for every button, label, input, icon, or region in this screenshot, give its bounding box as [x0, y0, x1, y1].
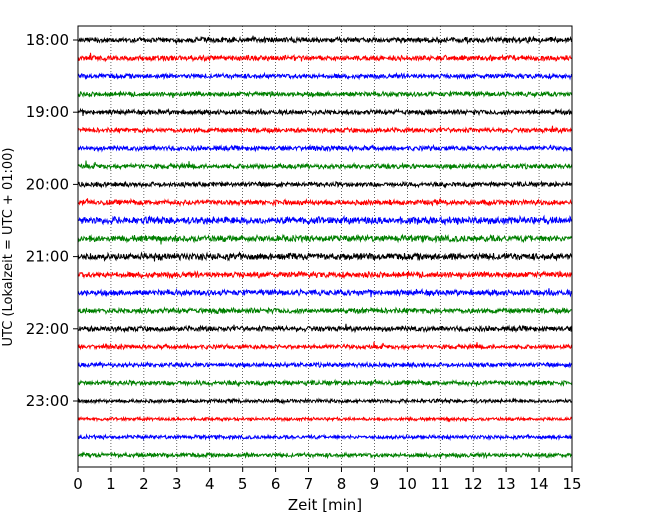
y-tick-label: 20:00: [26, 175, 69, 193]
trace-line: [77, 451, 573, 460]
x-axis: 0 1 2 3 4 5 6 7 8 9 10 11 12 13 14 15: [73, 467, 582, 493]
y-tick-label: 18:00: [26, 31, 69, 49]
x-axis-label: Zeit [min]: [288, 496, 362, 514]
trace-line: [77, 35, 573, 45]
trace-line: [77, 180, 573, 189]
trace-line: [77, 360, 573, 369]
x-tick-label: 7: [304, 475, 314, 493]
trace-line: [77, 71, 573, 81]
x-tick-label: 6: [271, 475, 281, 493]
traces: [77, 35, 573, 460]
x-tick-label: 12: [464, 475, 483, 493]
trace-line: [77, 160, 573, 171]
trace-line: [77, 341, 573, 351]
trace-line: [77, 197, 573, 208]
x-tick-label: 13: [497, 475, 516, 493]
x-tick-label: 11: [431, 475, 450, 493]
x-tick-label: 3: [172, 475, 182, 493]
x-tick-label: 5: [238, 475, 248, 493]
x-tick-label: 15: [562, 475, 581, 493]
trace-line: [77, 378, 573, 388]
x-tick-label: 4: [205, 475, 215, 493]
trace-line: [77, 287, 573, 298]
y-axis-label: UTC (Lokalzeit = UTC + 01:00): [1, 148, 16, 347]
trace-line: [77, 433, 573, 442]
trace-line: [77, 323, 573, 334]
y-tick-label: 23:00: [26, 392, 69, 410]
y-axis: 18:00 19:00 20:00 21:00 22:00 23:00: [26, 31, 78, 410]
trace-line: [77, 270, 573, 280]
trace-line: [77, 143, 573, 153]
trace-line: [77, 52, 573, 63]
x-tick-label: 9: [370, 475, 380, 493]
x-tick-label: 10: [398, 475, 417, 493]
trace-line: [77, 107, 573, 117]
x-tick-label: 8: [337, 475, 347, 493]
x-tick-label: 0: [73, 475, 83, 493]
trace-line: [77, 397, 573, 405]
x-tick-label: 14: [530, 475, 549, 493]
trace-line: [77, 415, 573, 423]
trace-line: [77, 89, 573, 99]
trace-line: [77, 251, 573, 262]
trace-line: [77, 306, 573, 316]
y-tick-label: 22:00: [26, 320, 69, 338]
plot-frame: [77, 25, 573, 468]
trace-line: [77, 125, 573, 135]
y-tick-label: 21:00: [26, 248, 69, 266]
trace-line: [77, 214, 573, 226]
trace-line: [77, 233, 573, 245]
x-tick-label: 2: [139, 475, 149, 493]
x-tick-label: 1: [106, 475, 116, 493]
y-tick-label: 19:00: [26, 103, 69, 121]
